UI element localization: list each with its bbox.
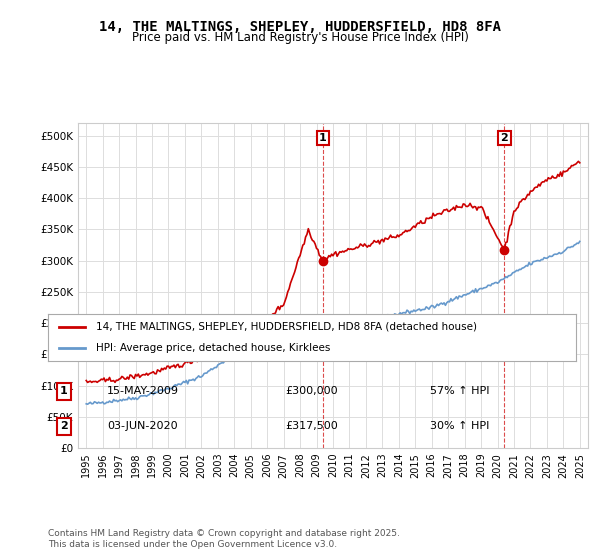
Text: 14, THE MALTINGS, SHEPLEY, HUDDERSFIELD, HD8 8FA: 14, THE MALTINGS, SHEPLEY, HUDDERSFIELD,…: [99, 20, 501, 34]
Text: £300,000: £300,000: [286, 386, 338, 396]
Text: 14, THE MALTINGS, SHEPLEY, HUDDERSFIELD, HD8 8FA (detached house): 14, THE MALTINGS, SHEPLEY, HUDDERSFIELD,…: [95, 322, 476, 332]
Text: 57% ↑ HPI: 57% ↑ HPI: [430, 386, 490, 396]
Text: Contains HM Land Registry data © Crown copyright and database right 2025.
This d: Contains HM Land Registry data © Crown c…: [48, 529, 400, 549]
Text: 15-MAY-2009: 15-MAY-2009: [107, 386, 179, 396]
Text: 1: 1: [60, 386, 68, 396]
Text: 2: 2: [500, 133, 508, 143]
Text: HPI: Average price, detached house, Kirklees: HPI: Average price, detached house, Kirk…: [95, 343, 330, 353]
Text: 30% ↑ HPI: 30% ↑ HPI: [430, 421, 490, 431]
Text: Price paid vs. HM Land Registry's House Price Index (HPI): Price paid vs. HM Land Registry's House …: [131, 31, 469, 44]
Text: £317,500: £317,500: [286, 421, 338, 431]
Text: 2: 2: [60, 421, 68, 431]
Text: 03-JUN-2020: 03-JUN-2020: [108, 421, 178, 431]
Text: 1: 1: [319, 133, 326, 143]
